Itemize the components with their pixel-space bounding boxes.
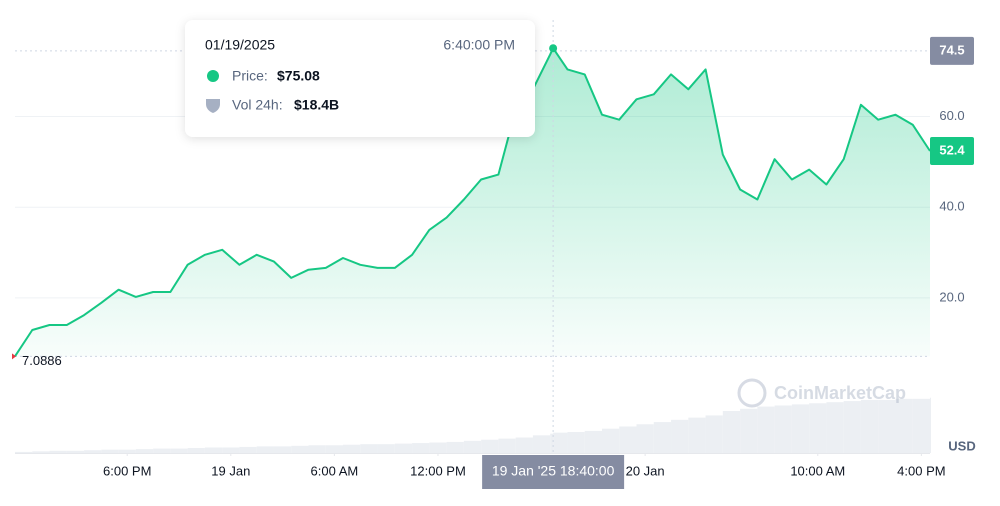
volume-bar bbox=[757, 406, 775, 453]
last-tag bbox=[930, 136, 974, 165]
volume-bar bbox=[860, 399, 879, 453]
price-area bbox=[15, 48, 930, 357]
volume-bar bbox=[325, 445, 344, 453]
volume-bar bbox=[291, 445, 309, 453]
volume-bar bbox=[84, 450, 102, 453]
volume-bar bbox=[32, 451, 50, 453]
volume-bar bbox=[273, 446, 292, 453]
volume-bar bbox=[930, 397, 931, 453]
hover-dot bbox=[549, 44, 558, 53]
volume-bar bbox=[239, 446, 257, 453]
volume-bar bbox=[584, 430, 602, 453]
volume-bar bbox=[878, 399, 896, 453]
volume-bar bbox=[394, 443, 413, 453]
volume-bar bbox=[446, 441, 464, 453]
plot bbox=[14, 20, 931, 456]
volume-bar bbox=[619, 426, 637, 453]
tooltip-price: $75.08 bbox=[277, 68, 320, 84]
volume-bar bbox=[101, 449, 119, 453]
open-marker bbox=[12, 353, 16, 360]
volume-bar bbox=[135, 449, 154, 453]
volume-bar bbox=[66, 450, 85, 453]
tooltip-price-label: Price: bbox=[232, 68, 268, 84]
x-tick-label: 20 Jan bbox=[626, 463, 665, 478]
hover-x-label: 19 Jan '25 18:40:00 bbox=[492, 463, 615, 479]
watermark: CoinMarketCap bbox=[737, 378, 906, 408]
volume-bar bbox=[740, 408, 758, 453]
volume-bar bbox=[153, 448, 171, 453]
tooltip: 01/19/2025 6:40:00 PM Price: $75.08 Vol … bbox=[185, 20, 535, 137]
volume-bar bbox=[653, 422, 672, 453]
volume-bar bbox=[688, 417, 706, 453]
volume-bar bbox=[774, 405, 792, 453]
volume-bar bbox=[809, 403, 827, 453]
tooltip-vol: $18.4B bbox=[294, 97, 339, 113]
volume-bar bbox=[722, 411, 741, 453]
x-tick-label: 10:00 AM bbox=[790, 463, 845, 478]
tooltip-vol-label: Vol 24h: bbox=[232, 97, 283, 113]
volume-bar bbox=[550, 433, 554, 453]
x-tick-label: 6:00 PM bbox=[103, 463, 151, 478]
watermark-logo bbox=[737, 378, 767, 408]
high-tag-label: 74.5 bbox=[939, 42, 964, 57]
volume-bar bbox=[671, 419, 689, 453]
volume-bar bbox=[187, 448, 205, 453]
volume-bar bbox=[826, 402, 844, 453]
tooltip-vol-icon bbox=[206, 99, 220, 113]
tooltip-date: 01/19/2025 bbox=[205, 37, 275, 53]
volume-bar bbox=[498, 438, 516, 453]
tooltip-time: 6:40:00 PM bbox=[443, 37, 515, 53]
volume-bar bbox=[636, 424, 654, 453]
volume-bar bbox=[170, 448, 188, 453]
last-tag-label: 52.4 bbox=[939, 142, 965, 157]
volume-bar bbox=[515, 437, 533, 453]
volume-bar bbox=[429, 442, 447, 453]
x-tick-label: 4:00 PM bbox=[897, 463, 945, 478]
volume-bar bbox=[601, 428, 620, 453]
volume-bar bbox=[343, 444, 361, 453]
volume-bar bbox=[567, 432, 585, 453]
tooltip-box bbox=[185, 20, 535, 137]
volume-bar bbox=[412, 443, 430, 453]
x-tick-label: 6:00 AM bbox=[311, 463, 359, 478]
volume-bar bbox=[49, 450, 67, 453]
currency-label: USD bbox=[948, 438, 975, 453]
volume-bar bbox=[377, 444, 395, 453]
volume-bar bbox=[791, 404, 810, 453]
volume-bar bbox=[843, 401, 861, 453]
volume-bar bbox=[463, 440, 482, 453]
volume-bar bbox=[15, 451, 33, 453]
volume-bar bbox=[912, 398, 930, 453]
volume-bar bbox=[553, 432, 568, 453]
x-axis-line bbox=[15, 453, 930, 454]
tooltip-price-dot bbox=[207, 70, 219, 82]
open-label: 7.0886 bbox=[22, 353, 62, 368]
volume-bar bbox=[204, 447, 223, 453]
y-tick-label: 40.0 bbox=[939, 199, 964, 214]
volume-bar bbox=[222, 447, 240, 453]
volume-bar bbox=[308, 445, 326, 453]
x-tick-label: 19 Jan bbox=[211, 463, 250, 478]
volume-bar bbox=[532, 435, 551, 453]
hover-x-box bbox=[482, 455, 625, 489]
volume-bar bbox=[895, 398, 913, 453]
x-tick-label: 12:00 PM bbox=[410, 463, 466, 478]
volume-bar bbox=[118, 449, 136, 453]
volume-bar bbox=[256, 446, 274, 453]
volume-bar bbox=[705, 415, 723, 453]
y-tick-label: 60.0 bbox=[939, 108, 964, 123]
volume-bar bbox=[481, 439, 499, 453]
volume-bar bbox=[360, 444, 378, 453]
high-tag bbox=[930, 36, 974, 65]
watermark-text: CoinMarketCap bbox=[774, 383, 906, 403]
price-line bbox=[14, 47, 931, 357]
y-tick-label: 20.0 bbox=[939, 289, 964, 304]
